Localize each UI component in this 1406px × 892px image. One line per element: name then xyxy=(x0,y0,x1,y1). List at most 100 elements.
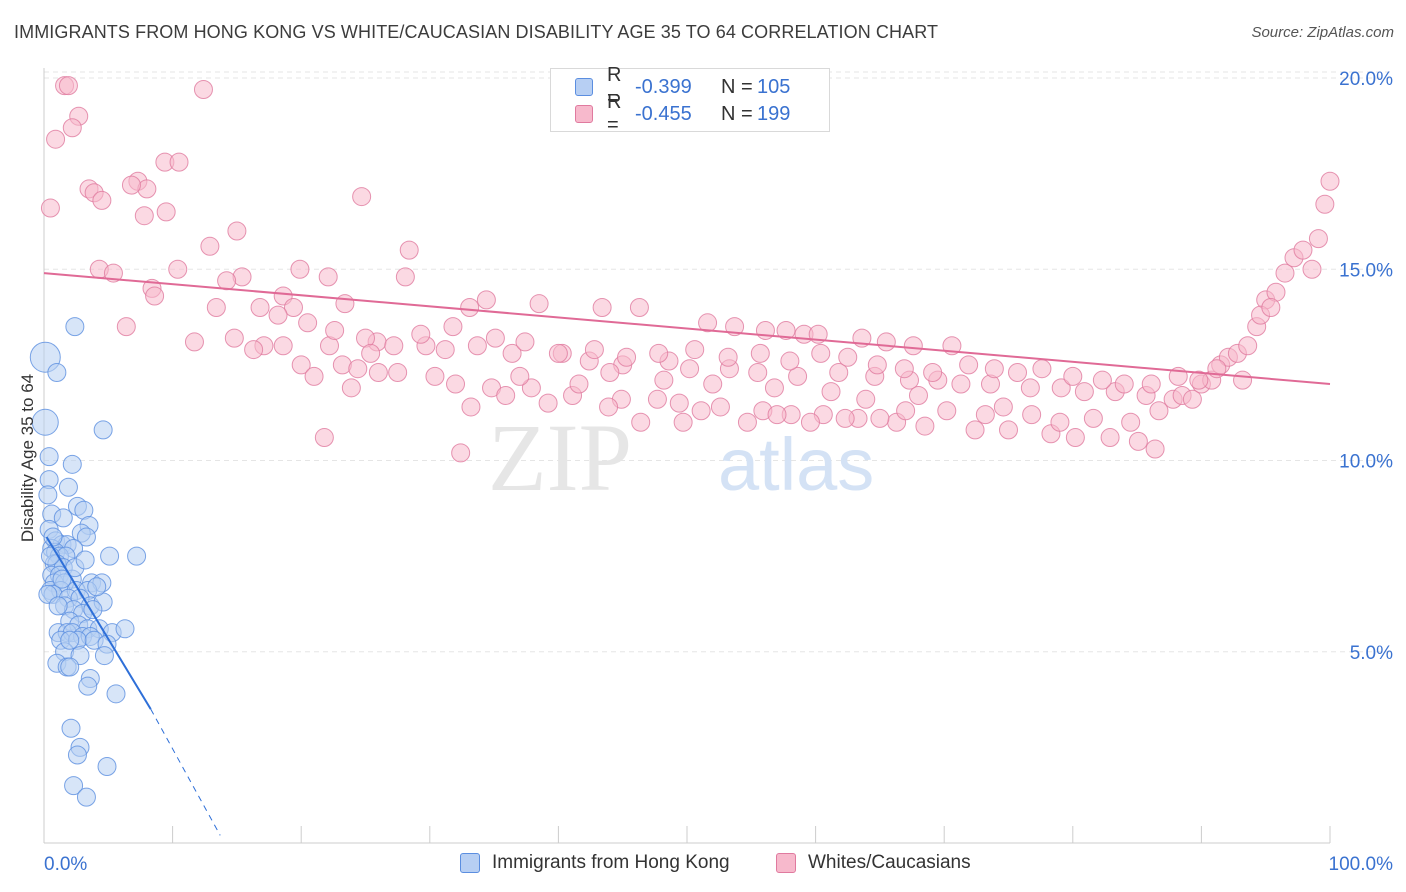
data-point xyxy=(937,401,957,421)
data-point xyxy=(227,221,247,241)
data-point xyxy=(1145,439,1165,459)
data-point xyxy=(592,298,612,317)
data-point xyxy=(103,263,123,283)
data-point xyxy=(1050,412,1070,432)
data-point xyxy=(38,485,58,505)
data-point xyxy=(224,328,244,348)
data-point xyxy=(425,366,445,386)
data-point xyxy=(341,378,361,398)
data-point xyxy=(335,294,355,314)
data-point xyxy=(318,267,338,287)
y-tick-label: 10.0% xyxy=(1339,452,1393,473)
legend-item-hongkong[interactable]: Immigrants from Hong Kong xyxy=(460,852,730,874)
data-point xyxy=(100,546,120,566)
data-point xyxy=(304,366,324,386)
data-point xyxy=(698,313,718,333)
data-point xyxy=(39,447,59,467)
data-point xyxy=(368,363,388,383)
data-point xyxy=(65,317,85,337)
data-point xyxy=(617,347,637,367)
data-point xyxy=(538,393,558,413)
data-point xyxy=(829,363,849,383)
data-point xyxy=(58,477,78,497)
data-point xyxy=(975,405,995,425)
data-point xyxy=(984,359,1004,379)
watermark: ZIP atlas xyxy=(488,404,874,511)
data-point xyxy=(1083,408,1103,428)
data-point xyxy=(629,298,649,317)
data-point xyxy=(348,359,368,379)
gridlines xyxy=(44,71,1392,653)
data-point xyxy=(1032,359,1052,379)
data-point xyxy=(106,684,126,704)
watermark-atlas: atlas xyxy=(718,423,874,506)
data-point xyxy=(894,359,914,379)
data-point xyxy=(399,240,419,260)
data-point xyxy=(467,336,487,356)
stats-row-whites: R = -0.455 N = 199 xyxy=(575,91,791,136)
data-point xyxy=(62,118,82,138)
data-point xyxy=(67,745,87,765)
data-point xyxy=(1189,370,1209,390)
data-point xyxy=(510,366,530,386)
legend-swatch-whites xyxy=(776,853,796,873)
data-point xyxy=(97,757,117,776)
data-point xyxy=(951,374,971,394)
data-point xyxy=(685,340,705,360)
data-point xyxy=(600,363,620,383)
legend-label-hongkong: Immigrants from Hong Kong xyxy=(492,852,730,873)
data-point xyxy=(58,76,78,96)
data-point xyxy=(1261,298,1281,317)
data-point xyxy=(40,546,60,566)
data-point xyxy=(291,355,311,375)
n-value: 199 xyxy=(757,102,791,125)
data-point xyxy=(60,630,80,650)
data-point xyxy=(1092,370,1112,390)
data-point xyxy=(903,336,923,356)
data-point xyxy=(31,408,59,436)
data-point xyxy=(1074,382,1094,402)
data-point xyxy=(1020,378,1040,398)
data-point xyxy=(388,363,408,383)
data-point xyxy=(46,129,66,149)
legend-swatch-hongkong xyxy=(460,853,480,873)
data-point xyxy=(314,428,334,448)
trend-lines xyxy=(43,272,1331,836)
r-label: R = xyxy=(607,91,622,136)
data-point xyxy=(1315,194,1335,214)
stats-row-hongkong: R = -0.399 N = 105 xyxy=(575,64,790,109)
data-point xyxy=(1008,363,1028,383)
data-point xyxy=(1238,336,1258,356)
data-point xyxy=(737,412,757,432)
data-point xyxy=(1100,428,1120,448)
data-point xyxy=(460,298,480,317)
data-point xyxy=(691,401,711,421)
data-point xyxy=(654,370,674,390)
legend-swatch-whites xyxy=(575,105,593,123)
data-point xyxy=(1308,229,1328,249)
series-whites-points xyxy=(40,76,1340,463)
data-point xyxy=(290,259,310,279)
data-point xyxy=(838,347,858,367)
data-point xyxy=(1063,366,1083,386)
data-point xyxy=(680,359,700,379)
data-point xyxy=(521,378,541,398)
data-point xyxy=(776,320,796,340)
data-point xyxy=(121,175,141,195)
data-point xyxy=(673,412,693,432)
data-point xyxy=(748,363,768,383)
data-point xyxy=(821,382,841,402)
data-point xyxy=(156,202,176,222)
axis-labels: Disability Age 35 to 64 xyxy=(18,374,37,542)
data-point xyxy=(395,267,415,287)
data-point xyxy=(780,351,800,371)
watermark-zip: ZIP xyxy=(488,404,632,511)
data-point xyxy=(1051,378,1071,398)
trend-line-hongkong xyxy=(45,536,152,710)
data-point xyxy=(435,340,455,360)
data-point xyxy=(169,152,189,172)
data-point xyxy=(649,343,669,363)
legend-item-whites[interactable]: Whites/Caucasians xyxy=(776,852,971,874)
data-point xyxy=(384,336,404,356)
data-point xyxy=(1149,401,1169,421)
